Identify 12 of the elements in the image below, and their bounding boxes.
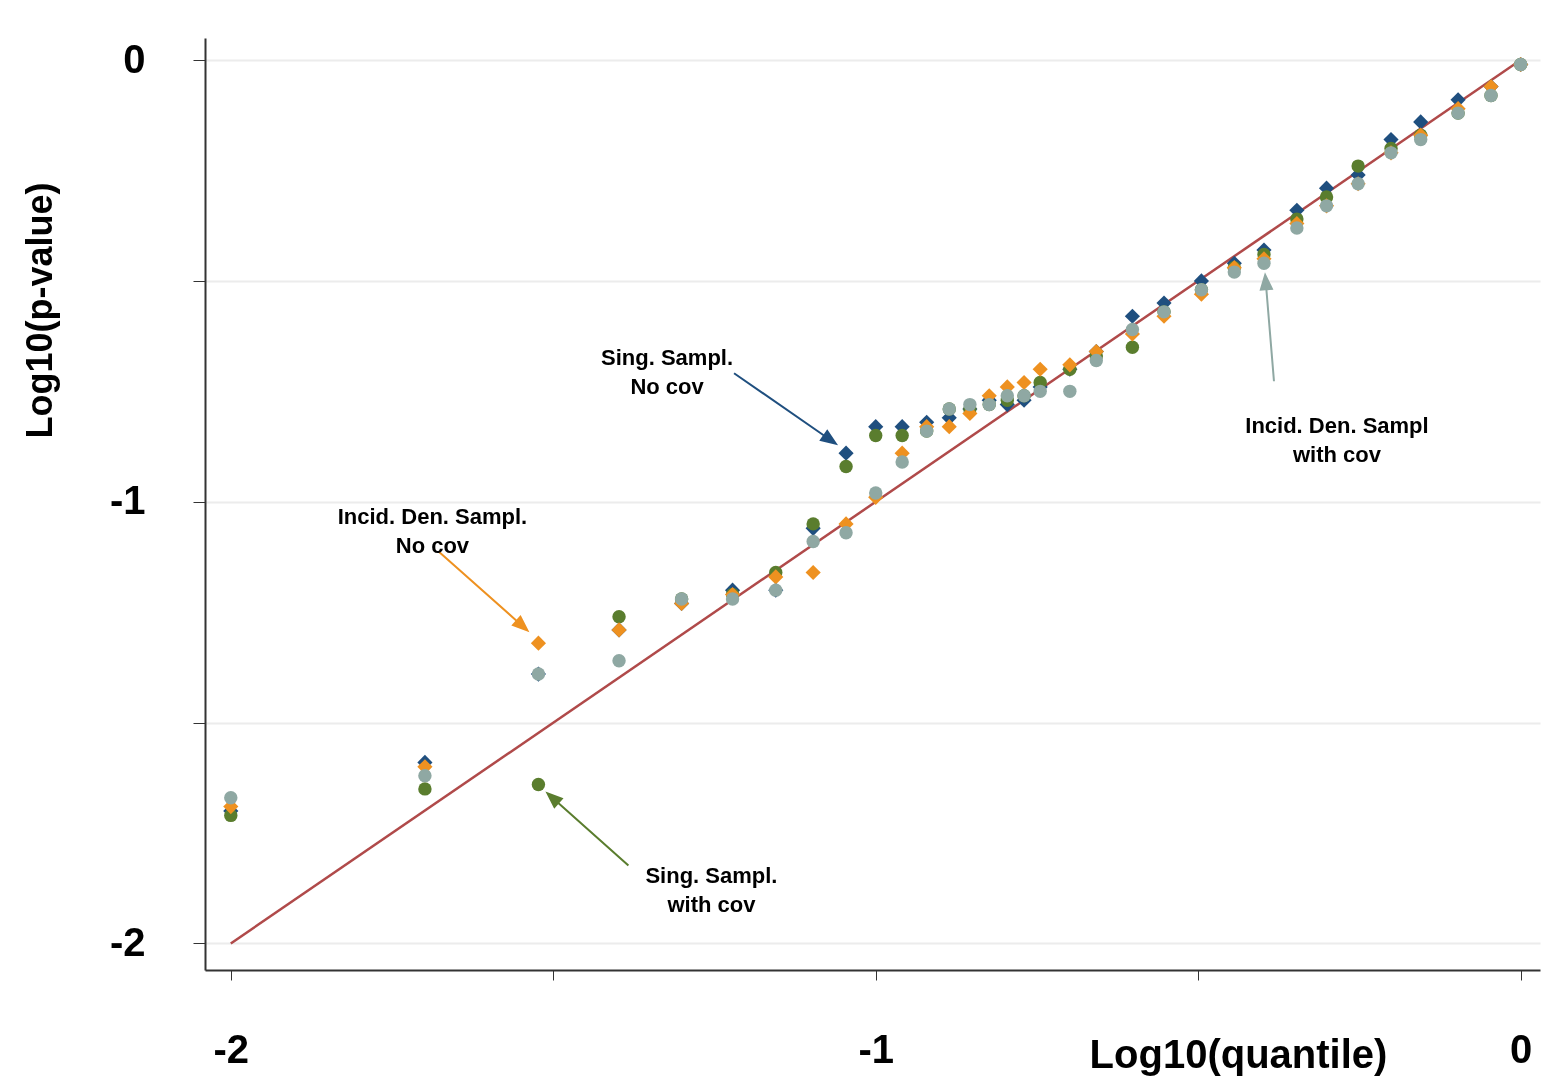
annotation: Sing. Sampl. No cov [601,345,734,400]
y-tick-label: -2 [109,920,146,964]
y-axis-title: Log10(p-value) [18,182,60,439]
annotation: Incid. Den. Sampl with cov [1245,413,1429,468]
y-tick-label: -1 [109,478,146,523]
x-tick-label: -1 [858,1026,895,1071]
x-tick-label: -2 [213,1026,250,1071]
y-tick-label: 0 [123,36,146,81]
x-tick-label: 0 [1510,1026,1533,1071]
annotation: Incid. Den. Sampl. No cov [337,504,528,559]
annotation: Sing. Sampl. with cov [645,863,778,918]
x-axis-title: Log10(quantile) [1089,1031,1388,1076]
